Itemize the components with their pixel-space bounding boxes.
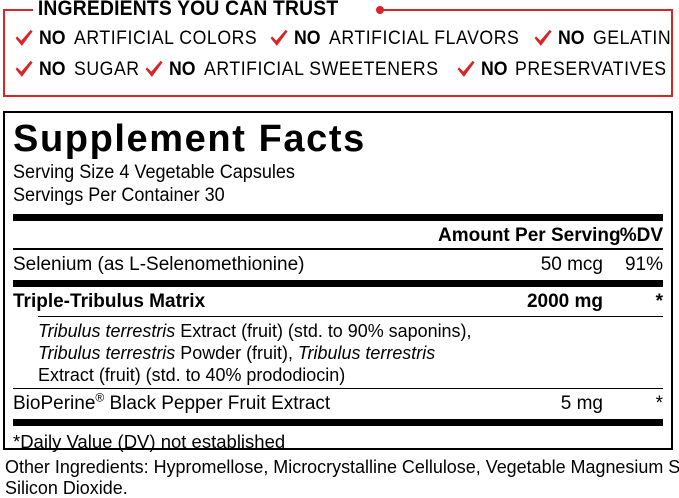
header-percent-dv: %DV (619, 225, 663, 246)
table-row-bioperine: BioPerine® Black Pepper Fruit Extract 5 … (13, 389, 663, 418)
red-check-icon (15, 29, 33, 46)
trust-claim-no-artificial-colors: NO ARTIFICIAL COLORS (14, 28, 269, 50)
supplement-facts-title: Supplement Facts (13, 118, 366, 160)
red-dot-icon (376, 6, 384, 14)
divider-thick-bottom (13, 419, 663, 426)
table-row-selenium: Selenium (as L-Selenomethionine) 50 mcg … (13, 250, 663, 279)
other-ingredients-line-2: Silicon Dioxide. (5, 477, 128, 498)
species-name: Tribulus terrestris (38, 342, 176, 363)
servings-per-container-text: Servings Per Container 30 (13, 185, 225, 206)
header-amount-per-serving: Amount Per Serving (438, 225, 621, 246)
bioperine-description: Black Pepper Fruit Extract (104, 393, 331, 414)
claim-prefix: NO (39, 58, 66, 80)
row-name: Selenium (as L-Selenomethionine) (13, 254, 305, 275)
claim-text: PRESERVATIVES (515, 58, 667, 80)
divider-hair-bioperine (13, 388, 663, 389)
claim-text: SUGAR (73, 58, 140, 80)
row-dv: 91% (624, 254, 663, 275)
species-name: Tribulus terrestris (38, 320, 176, 341)
red-check-icon (534, 29, 552, 46)
row-amount: 50 mcg (540, 254, 603, 275)
bioperine-brand: BioPerine (13, 393, 96, 414)
trust-claims-list: NO ARTIFICIAL COLORS NO ARTIFICIAL FLAVO… (5, 23, 671, 85)
claim-text: ARTIFICIAL FLAVORS (328, 27, 519, 49)
species-name: Tribulus terrestris (297, 342, 436, 363)
red-check-icon (270, 29, 288, 46)
claim-text: GELATIN (592, 27, 671, 49)
claim-prefix: NO (39, 27, 66, 49)
red-check-icon (145, 60, 163, 77)
trust-claim-no-preservatives: NO PRESERVATIVES (456, 59, 679, 81)
sub-ingredient-line-2: Tribulus terrestris Powder (fruit), Trib… (38, 342, 436, 363)
trust-claim-row: NO SUGAR NO ARTIFICIAL SWEETENERS NO PRE… (5, 54, 671, 85)
serving-size-text: Serving Size 4 Vegetable Capsules (13, 162, 295, 183)
claim-prefix: NO (294, 27, 321, 49)
trust-claim-no-artificial-sweeteners: NO ARTIFICIAL SWEETENERS (144, 59, 456, 81)
claim-prefix: NO (169, 58, 196, 80)
ingredients-trust-panel: INGREDIENTS YOU CAN TRUST NO ARTIFICIAL … (3, 0, 673, 97)
claim-prefix: NO (558, 27, 585, 49)
claim-prefix: NO (480, 58, 508, 80)
red-check-icon (15, 60, 33, 77)
trust-claim-no-artificial-flavors: NO ARTIFICIAL FLAVORS (269, 28, 533, 50)
claim-text: ARTIFICIAL SWEETENERS (203, 58, 439, 80)
red-check-icon (457, 60, 475, 77)
other-ingredients-block: Other Ingredients: Hypromellose, Microcr… (5, 456, 679, 498)
trust-claim-no-gelatin: NO GELATIN (533, 28, 677, 50)
sub-ingredient-line-3: Extract (fruit) (std. to 40% prododiocin… (38, 364, 346, 385)
table-header-row: Amount Per Serving %DV (13, 221, 663, 248)
divider-thick-top (13, 214, 663, 221)
row-name: Triple-Tribulus Matrix (13, 291, 206, 312)
supplement-facts-panel: Supplement Facts Serving Size 4 Vegetabl… (3, 111, 673, 452)
daily-value-footnote: *Daily Value (DV) not established (13, 431, 286, 452)
row-name: BioPerine® Black Pepper Fruit Extract (13, 392, 438, 415)
sub-ingredient-line-1: Tribulus terrestris Extract (fruit) (std… (38, 320, 472, 341)
row-dv: * (655, 291, 663, 312)
claim-text: ARTIFICIAL COLORS (73, 27, 257, 49)
trust-claim-no-sugar: NO SUGAR (14, 59, 144, 81)
divider-thin-header (13, 248, 663, 250)
row-amount: 2000 mg (526, 291, 603, 312)
row-dv: * (655, 393, 663, 414)
other-ingredients-line-1: Other Ingredients: Hypromellose, Microcr… (5, 456, 679, 477)
divider-thick-mid (13, 280, 663, 287)
trust-panel-title: INGREDIENTS YOU CAN TRUST (36, 0, 343, 21)
row-amount: 5 mg (560, 393, 603, 414)
table-row-triple-tribulus-matrix: Triple-Tribulus Matrix 2000 mg * (13, 287, 663, 316)
sub-ingredients-block: Tribulus terrestris Extract (fruit) (std… (38, 316, 663, 388)
trust-claim-row: NO ARTIFICIAL COLORS NO ARTIFICIAL FLAVO… (5, 23, 671, 54)
registered-trademark-icon: ® (95, 392, 105, 405)
